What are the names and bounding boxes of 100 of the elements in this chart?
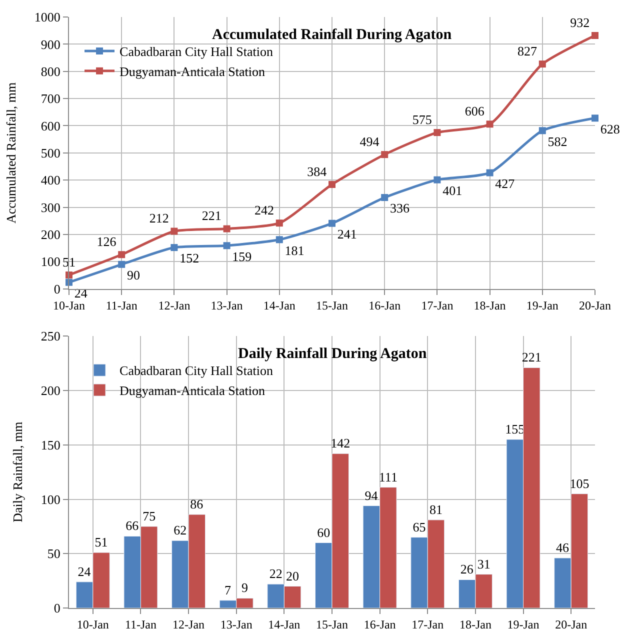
data-label: 427 xyxy=(495,176,516,191)
y-tick-label: 500 xyxy=(40,145,60,160)
point xyxy=(486,120,494,128)
data-label: 606 xyxy=(464,103,485,118)
data-label: 60 xyxy=(317,524,330,540)
y-tick-label: 100 xyxy=(40,254,60,270)
point xyxy=(170,228,178,235)
y-tick-label: 900 xyxy=(40,36,60,52)
x-tick-label: 16-Jan xyxy=(364,617,396,632)
x-tick-label: 15-Jan xyxy=(316,298,348,312)
y-axis-title: Accumulated Rainfall, mm xyxy=(3,82,18,224)
data-label: 628 xyxy=(600,121,620,136)
y-tick-label: 300 xyxy=(40,200,60,215)
x-tick-label: 20-Jan xyxy=(579,298,611,312)
legend-label: Dugyaman-Anticala Station xyxy=(120,383,266,398)
data-label: 65 xyxy=(412,519,426,534)
data-label: 126 xyxy=(96,234,117,249)
data-label: 159 xyxy=(232,248,252,264)
y-tick-label: 800 xyxy=(40,64,60,79)
data-label: 827 xyxy=(518,43,538,58)
point xyxy=(486,169,494,176)
y-tick-label: 600 xyxy=(40,118,60,134)
y-tick-label: 700 xyxy=(40,91,60,106)
data-label: 20 xyxy=(286,568,300,584)
x-tick-label: 13-Jan xyxy=(210,298,243,312)
point xyxy=(223,225,230,232)
point xyxy=(276,236,283,244)
y-tick-label: 50 xyxy=(47,546,60,562)
x-tick-label: 20-Jan xyxy=(555,617,588,632)
y-tick-label: 0 xyxy=(54,600,60,616)
data-label: 494 xyxy=(360,134,380,149)
y-tick-label: 200 xyxy=(40,227,60,242)
x-tick-label: 16-Jan xyxy=(368,298,401,312)
data-label: 86 xyxy=(190,496,204,512)
data-label: 241 xyxy=(337,226,357,242)
point xyxy=(276,220,283,227)
text: Accumulated Rainfall During Agaton xyxy=(212,27,452,43)
x-tick-label: 14-Jan xyxy=(268,617,300,632)
data-label: 582 xyxy=(548,134,568,149)
point xyxy=(434,129,441,136)
x-tick-label: 19-Jan xyxy=(507,617,540,632)
legend-label: Cabadbaran City Hall Station xyxy=(120,363,274,378)
y-tick-label: 400 xyxy=(40,172,60,188)
point xyxy=(592,32,598,39)
data-label: 31 xyxy=(477,556,490,572)
data-label: 105 xyxy=(570,476,590,491)
x-tick-label: 18-Jan xyxy=(474,298,506,312)
data-label: 7 xyxy=(224,582,232,598)
y-tick-label: 1000 xyxy=(34,10,60,25)
data-label: 75 xyxy=(142,508,156,524)
data-label: 51 xyxy=(94,534,108,550)
x-tick-label: 17-Jan xyxy=(412,617,444,632)
x-tick-label: 12-Jan xyxy=(158,298,190,312)
legend-label: Dugyaman-Anticala Station xyxy=(120,64,266,79)
point xyxy=(328,220,336,227)
data-label: 111 xyxy=(378,469,398,484)
data-label: 152 xyxy=(180,250,200,266)
y-tick-label: 200 xyxy=(40,383,60,398)
point xyxy=(538,127,546,134)
data-label: 22 xyxy=(269,566,282,582)
data-label: 932 xyxy=(570,14,590,30)
point xyxy=(592,114,598,122)
data-label: 181 xyxy=(284,242,304,258)
data-label: 62 xyxy=(174,522,187,538)
x-tick-label: 10-Jan xyxy=(53,298,85,312)
x-tick-label: 14-Jan xyxy=(263,298,296,312)
y-tick-label: 250 xyxy=(40,328,60,344)
data-label: 81 xyxy=(430,502,443,517)
x-tick-label: 11-Jan xyxy=(106,298,138,312)
x-tick-label: 11-Jan xyxy=(124,617,157,632)
data-label: 221 xyxy=(202,208,222,224)
point xyxy=(381,194,388,202)
x-tick-label: 12-Jan xyxy=(172,617,205,632)
x-tick-label: 19-Jan xyxy=(526,298,558,312)
x-tick-label: 10-Jan xyxy=(76,617,109,632)
data-label: 575 xyxy=(412,112,432,127)
data-label: 66 xyxy=(126,518,140,534)
y-tick-label: 0 xyxy=(54,281,60,296)
data-label: 90 xyxy=(126,268,140,283)
data-label: 221 xyxy=(522,350,542,365)
data-label: 242 xyxy=(254,202,274,218)
x-tick-label: 17-Jan xyxy=(421,298,454,312)
point xyxy=(118,260,126,268)
data-label: 401 xyxy=(442,182,462,198)
legend-label: Cabadbaran City Hall Station xyxy=(120,44,274,60)
text: Daily Rainfall During Agaton xyxy=(238,346,428,362)
point xyxy=(434,176,441,184)
y-tick-label: 100 xyxy=(40,492,60,507)
data-label: 24 xyxy=(78,564,92,579)
data-label: 384 xyxy=(307,164,328,179)
x-tick-label: 13-Jan xyxy=(220,617,252,632)
point xyxy=(538,60,546,68)
x-tick-label: 15-Jan xyxy=(316,617,348,632)
point xyxy=(381,151,388,158)
x-tick-label: 18-Jan xyxy=(459,617,492,632)
data-label: 9 xyxy=(241,580,248,596)
data-label: 142 xyxy=(330,436,350,451)
data-label: 26 xyxy=(460,562,474,577)
point xyxy=(118,251,126,258)
point xyxy=(223,242,230,250)
